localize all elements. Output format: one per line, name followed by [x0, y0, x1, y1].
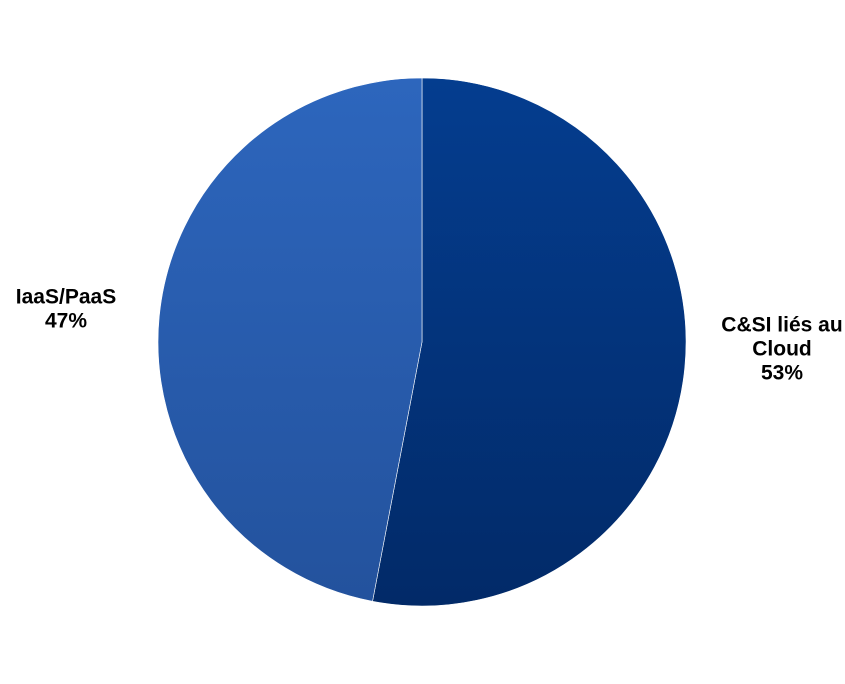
- slice-value-label-0: 53%: [761, 362, 803, 385]
- pie-slice-1: [157, 77, 423, 602]
- slice-category-label-0-1: Cloud: [752, 338, 811, 361]
- slice-category-label-0-0: C&SI liés au: [721, 314, 842, 337]
- slice-value-label-1: 47%: [45, 310, 87, 333]
- pie-slice-0: [372, 77, 687, 607]
- slice-category-label-1-0: IaaS/PaaS: [16, 286, 116, 309]
- pie-slices: [157, 77, 687, 607]
